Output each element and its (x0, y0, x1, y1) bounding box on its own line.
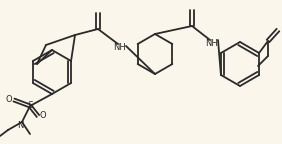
Text: O: O (40, 111, 46, 121)
Text: NH: NH (206, 39, 218, 49)
Text: NH: NH (114, 43, 126, 53)
Text: O: O (6, 95, 12, 105)
Text: N: N (17, 122, 23, 130)
Text: S: S (27, 102, 33, 110)
